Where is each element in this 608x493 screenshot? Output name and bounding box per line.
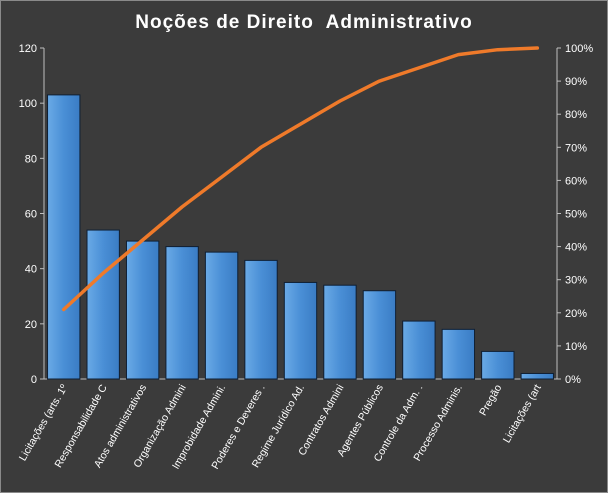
bars (47, 94, 554, 380)
cumulative-line (61, 46, 540, 312)
bar (244, 259, 278, 380)
category-label: Pregão (477, 382, 504, 417)
left-tick-label: 80 (25, 153, 37, 165)
right-tick-label: 30% (565, 275, 587, 287)
right-tick-label: 10% (565, 341, 587, 353)
right-tick-label: 50% (565, 209, 587, 221)
bar (204, 251, 239, 380)
left-tick-label: 100 (19, 98, 37, 110)
left-tick-label: 20 (25, 319, 37, 331)
right-tick-label: 80% (565, 109, 587, 121)
bar (402, 320, 436, 380)
right-tick-label: 90% (565, 76, 587, 88)
bar (520, 372, 554, 380)
bar (283, 281, 318, 380)
bar (323, 284, 357, 380)
chart-title: Noções de Direito Administrativo (135, 12, 472, 33)
bar (481, 350, 515, 380)
right-tick-label: 60% (565, 175, 587, 187)
bar (86, 229, 120, 380)
category-label: Licitações (art (501, 382, 544, 445)
left-axis-ticks: 0 20 40 60 80 100 120 (19, 43, 44, 386)
right-tick-label: 100% (565, 43, 593, 55)
right-axis-ticks: 0% 10% 20% 30% 40% 50% 60% 70% 80% 90% 100% (557, 43, 593, 386)
bar (125, 240, 160, 380)
left-tick-label: 0 (31, 374, 37, 386)
bar (441, 328, 476, 380)
bar (362, 290, 397, 380)
bar (165, 246, 199, 380)
left-tick-label: 60 (25, 209, 37, 221)
left-tick-label: 120 (19, 43, 37, 55)
left-tick-label: 40 (25, 264, 37, 276)
right-tick-label: 0% (565, 374, 581, 386)
cumulative-percent-line (61, 46, 540, 312)
right-tick-label: 40% (565, 242, 587, 254)
bar (47, 94, 81, 380)
right-tick-label: 20% (565, 308, 587, 320)
right-tick-label: 70% (565, 142, 587, 154)
